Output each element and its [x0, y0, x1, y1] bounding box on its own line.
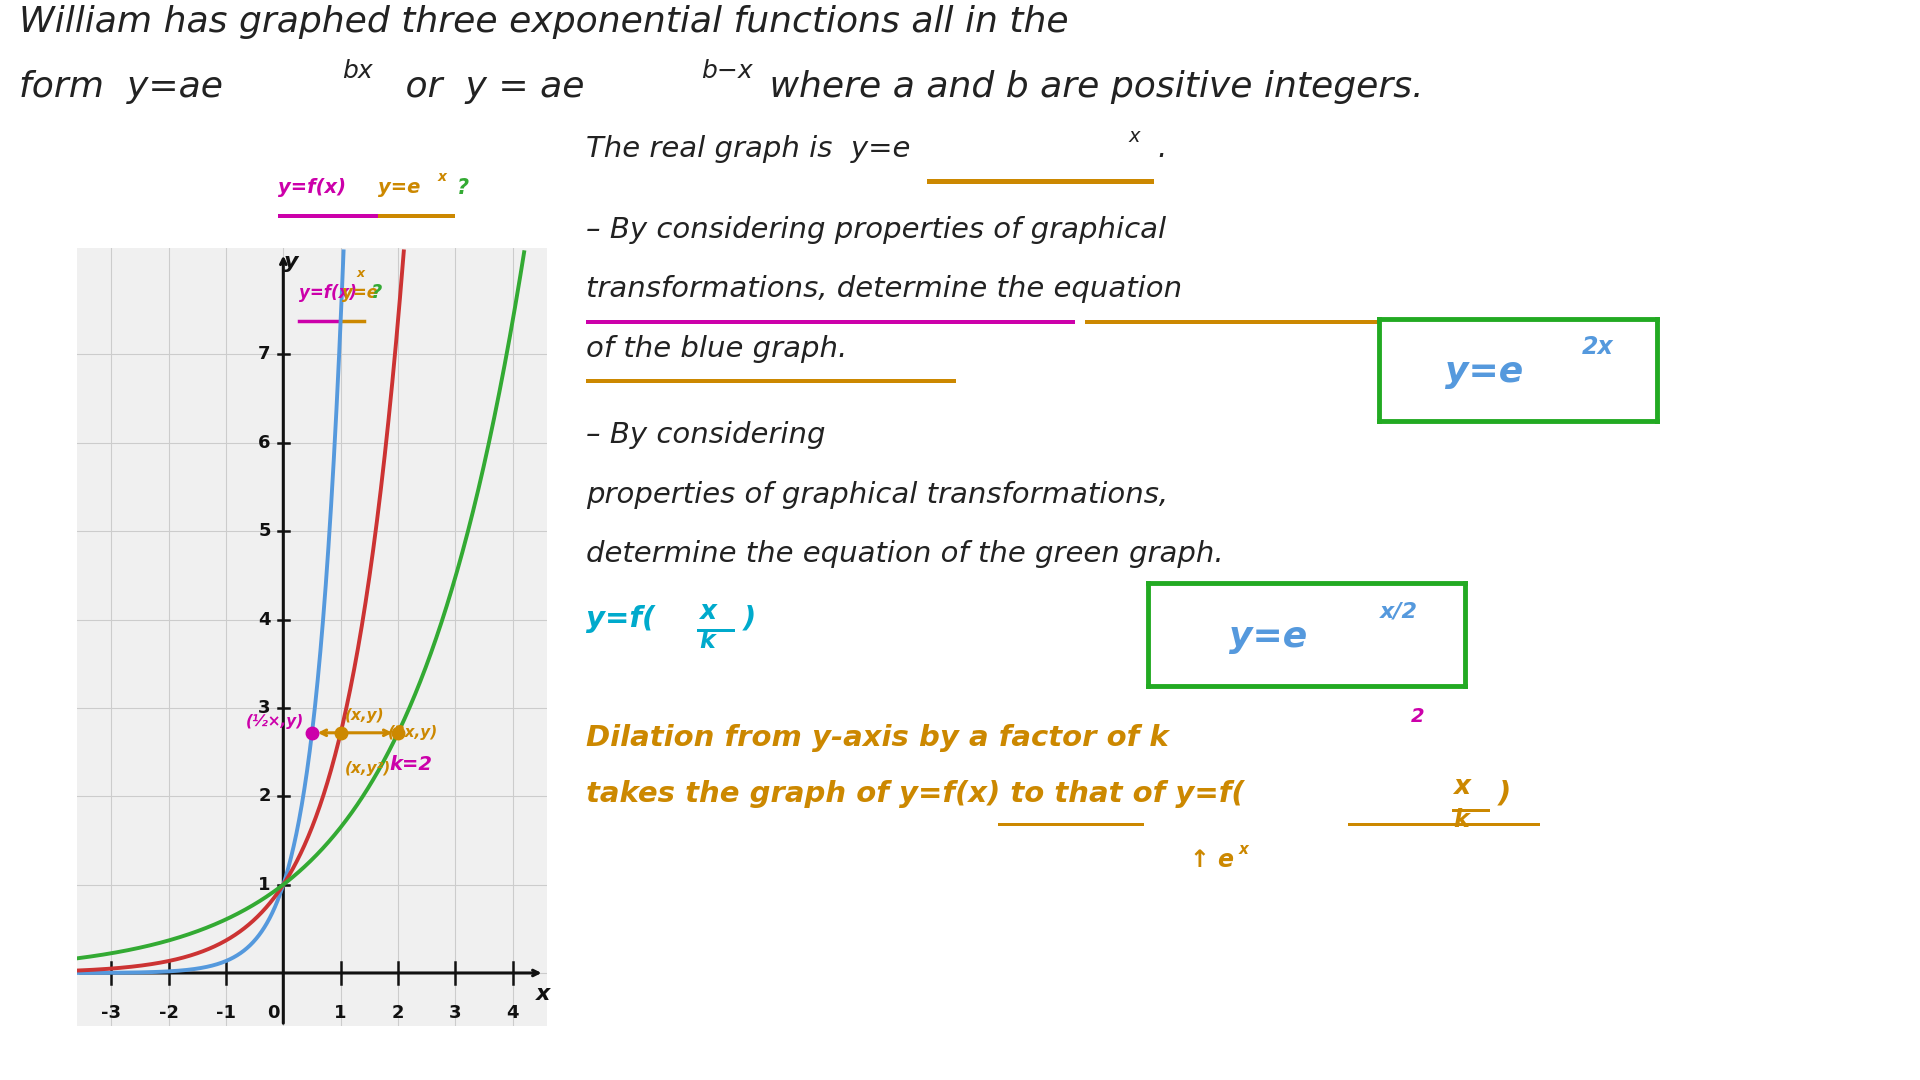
- Text: y: y: [284, 252, 298, 272]
- Text: form  y=ae: form y=ae: [19, 70, 223, 104]
- Text: bx: bx: [342, 59, 372, 83]
- Text: (x,y²): (x,y²): [346, 760, 392, 775]
- Text: William has graphed three exponential functions all in the: William has graphed three exponential fu…: [19, 5, 1069, 39]
- Text: determine the equation of the green graph.: determine the equation of the green grap…: [586, 540, 1223, 568]
- Text: x: x: [1453, 774, 1471, 800]
- Text: ): ): [743, 605, 756, 633]
- Text: y=e: y=e: [342, 284, 378, 301]
- Text: ?: ?: [457, 178, 468, 199]
- Text: b−x: b−x: [701, 59, 753, 83]
- Text: x: x: [357, 267, 365, 280]
- Text: (2x,y): (2x,y): [388, 725, 438, 740]
- Text: 1: 1: [334, 1004, 348, 1022]
- Text: x: x: [438, 170, 447, 184]
- Text: 3: 3: [257, 699, 271, 717]
- Text: The real graph is  y=e: The real graph is y=e: [586, 135, 910, 163]
- Text: ?: ?: [371, 283, 382, 302]
- Text: where a and b are positive integers.: where a and b are positive integers.: [758, 70, 1425, 104]
- Text: y=e: y=e: [1229, 620, 1308, 653]
- Text: 6: 6: [257, 434, 271, 451]
- Text: -2: -2: [159, 1004, 179, 1022]
- Text: transformations, determine the equation: transformations, determine the equation: [586, 275, 1181, 303]
- Text: (½×,y): (½×,y): [246, 714, 303, 729]
- Text: 4: 4: [257, 610, 271, 629]
- Text: 1: 1: [257, 876, 271, 893]
- Text: 0: 0: [267, 1004, 278, 1022]
- Text: y=e: y=e: [1446, 355, 1523, 389]
- Text: Dilation from y-axis by a factor of k: Dilation from y-axis by a factor of k: [586, 724, 1169, 752]
- Text: (x,y): (x,y): [346, 707, 384, 723]
- Text: 7: 7: [257, 346, 271, 364]
- Text: x: x: [536, 984, 549, 1003]
- Text: takes the graph of y=f(x) to that of y=f(: takes the graph of y=f(x) to that of y=f…: [586, 780, 1244, 808]
- Text: ): ): [1498, 780, 1511, 808]
- Text: x: x: [699, 599, 716, 625]
- Text: – By considering properties of graphical: – By considering properties of graphical: [586, 216, 1165, 244]
- Text: 2: 2: [257, 787, 271, 806]
- Text: 2: 2: [1411, 707, 1425, 727]
- Text: x/2: x/2: [1379, 602, 1417, 622]
- Text: -1: -1: [215, 1004, 236, 1022]
- Text: 4: 4: [507, 1004, 518, 1022]
- Text: k=2: k=2: [390, 755, 432, 773]
- Text: 3: 3: [449, 1004, 461, 1022]
- Text: x: x: [1238, 842, 1248, 858]
- Text: ↑ e: ↑ e: [1190, 848, 1235, 872]
- Text: y=f(x): y=f(x): [300, 284, 357, 301]
- Text: k: k: [699, 629, 714, 652]
- Text: y=e: y=e: [378, 178, 420, 198]
- Text: – By considering: – By considering: [586, 421, 826, 449]
- Text: properties of graphical transformations,: properties of graphical transformations,: [586, 481, 1167, 509]
- Text: 5: 5: [257, 522, 271, 540]
- Text: y=f(x): y=f(x): [278, 178, 346, 198]
- Text: or  y = ae: or y = ae: [394, 70, 584, 104]
- Text: -3: -3: [102, 1004, 121, 1022]
- Text: 2x: 2x: [1582, 335, 1613, 360]
- Text: k: k: [1453, 808, 1469, 832]
- Text: y=f(: y=f(: [586, 605, 655, 633]
- Text: .: .: [1158, 135, 1167, 163]
- Text: x: x: [1129, 127, 1140, 147]
- Text: 2: 2: [392, 1004, 405, 1022]
- Text: of the blue graph.: of the blue graph.: [586, 335, 847, 363]
